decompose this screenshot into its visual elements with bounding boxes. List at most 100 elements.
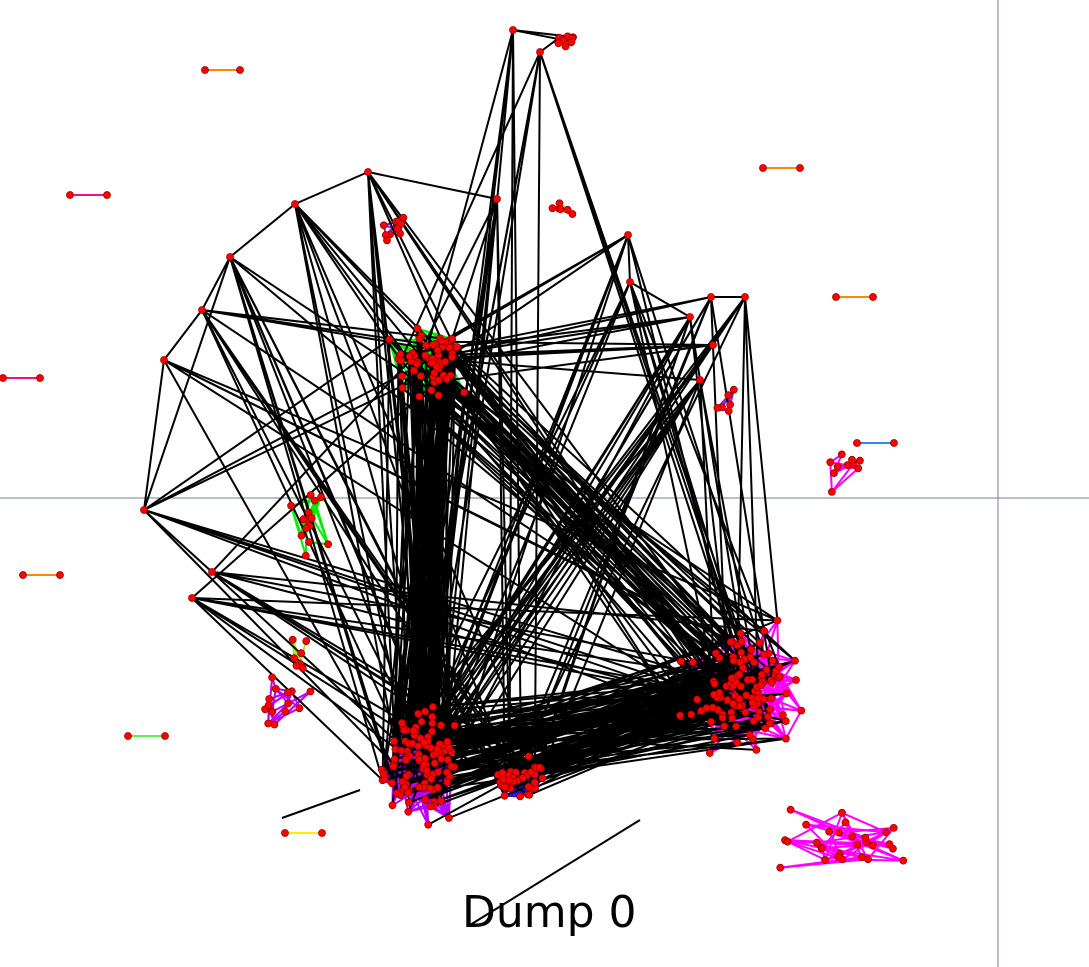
graph-node <box>524 782 533 791</box>
magenta-tail-cluster-edge <box>780 856 862 869</box>
inter-cluster-edge <box>430 362 765 632</box>
graph-node <box>398 719 406 727</box>
graph-node <box>715 653 724 662</box>
graph-node <box>856 456 864 465</box>
graph-node <box>775 663 784 671</box>
graph-node <box>516 792 524 801</box>
inter-cluster-edge <box>143 367 440 511</box>
graph-node <box>802 820 810 829</box>
graph-node <box>853 840 862 849</box>
magenta-top-cluster-edge <box>829 462 833 492</box>
graph-node <box>686 313 694 321</box>
graph-node <box>264 701 273 710</box>
graph-node <box>747 645 755 654</box>
graph-node <box>383 236 391 245</box>
graph-node <box>364 168 372 176</box>
graph-node <box>430 759 439 768</box>
magenta-tail-cluster-edge <box>842 858 904 862</box>
graph-node <box>302 637 311 645</box>
green-low-cluster-edge <box>290 505 307 556</box>
inter-cluster-edge <box>399 51 541 362</box>
inter-cluster-edge <box>434 343 764 683</box>
inter-cluster-edge <box>712 296 746 346</box>
graph-node <box>423 767 432 775</box>
graph-node <box>729 385 738 394</box>
inter-cluster-edge <box>294 171 369 205</box>
graph-node <box>140 506 148 514</box>
inter-cluster-edge <box>699 379 767 729</box>
graph-node <box>783 837 792 846</box>
graph-node <box>297 649 306 658</box>
graph-node <box>264 719 273 728</box>
graph-node <box>773 616 782 625</box>
graph-node <box>524 752 533 761</box>
graph-node <box>737 682 745 691</box>
inter-cluster-edge <box>201 309 425 789</box>
magenta-top-cluster-edge <box>831 463 854 493</box>
graph-node <box>848 832 857 841</box>
graph-node <box>427 386 436 395</box>
graph-node <box>759 164 767 172</box>
graph-node <box>236 66 244 74</box>
graph-node <box>283 688 292 697</box>
inter-cluster-edge <box>381 339 391 781</box>
graph-node <box>393 789 401 797</box>
graph-node <box>419 760 428 769</box>
graph-node <box>762 666 771 674</box>
inter-cluster-edge <box>441 234 629 343</box>
inter-cluster-edge <box>399 360 408 785</box>
graph-node <box>417 717 426 726</box>
graph-node <box>427 775 436 783</box>
graph-node <box>415 334 424 343</box>
inter-cluster-edge <box>426 296 712 773</box>
graph-node <box>284 699 293 708</box>
inter-cluster-edge <box>496 198 506 788</box>
graph-node <box>433 346 442 355</box>
graph-node <box>298 664 307 673</box>
inter-cluster-edge <box>391 375 445 806</box>
edge-layer <box>3 29 904 926</box>
graph-node <box>752 746 761 754</box>
graph-node <box>754 694 762 703</box>
graph-node <box>837 450 846 459</box>
graph-node <box>429 340 438 349</box>
graph-node <box>535 763 544 772</box>
green-low-cluster-edge <box>313 500 330 545</box>
inter-cluster-edge <box>432 357 701 381</box>
graph-node <box>693 695 702 704</box>
graph-node <box>720 722 729 731</box>
graph-node <box>443 755 452 764</box>
inter-cluster-edge <box>437 709 702 773</box>
graph-node <box>709 341 717 349</box>
graph-node <box>689 658 697 667</box>
graph-node <box>421 341 430 350</box>
graph-node <box>779 711 787 719</box>
graph-node <box>729 699 737 708</box>
graph-node <box>830 469 838 478</box>
inter-cluster-edge <box>454 346 715 696</box>
graph-node <box>833 462 842 471</box>
graph-node <box>198 306 206 314</box>
graph-node <box>306 687 315 696</box>
graph-node <box>548 204 557 213</box>
graph-node <box>818 844 826 853</box>
graph-node <box>415 755 424 764</box>
graph-node <box>379 770 388 779</box>
graph-node <box>741 708 750 717</box>
inter-cluster-edge <box>399 717 733 797</box>
inter-cluster-edge <box>143 509 213 573</box>
inter-cluster-edge <box>211 354 416 573</box>
graph-node <box>786 805 795 814</box>
inter-cluster-edge <box>441 696 718 755</box>
graph-node <box>726 400 734 409</box>
graph-node <box>899 856 908 865</box>
graph-node <box>434 768 443 776</box>
graph-node <box>869 293 877 301</box>
graph-node <box>889 844 897 853</box>
inter-cluster-edge <box>294 203 422 377</box>
graph-node <box>290 654 299 663</box>
graph-node <box>713 403 722 412</box>
inter-cluster-edge <box>367 171 498 200</box>
inter-cluster-edge <box>499 720 787 784</box>
graph-node <box>413 324 422 333</box>
